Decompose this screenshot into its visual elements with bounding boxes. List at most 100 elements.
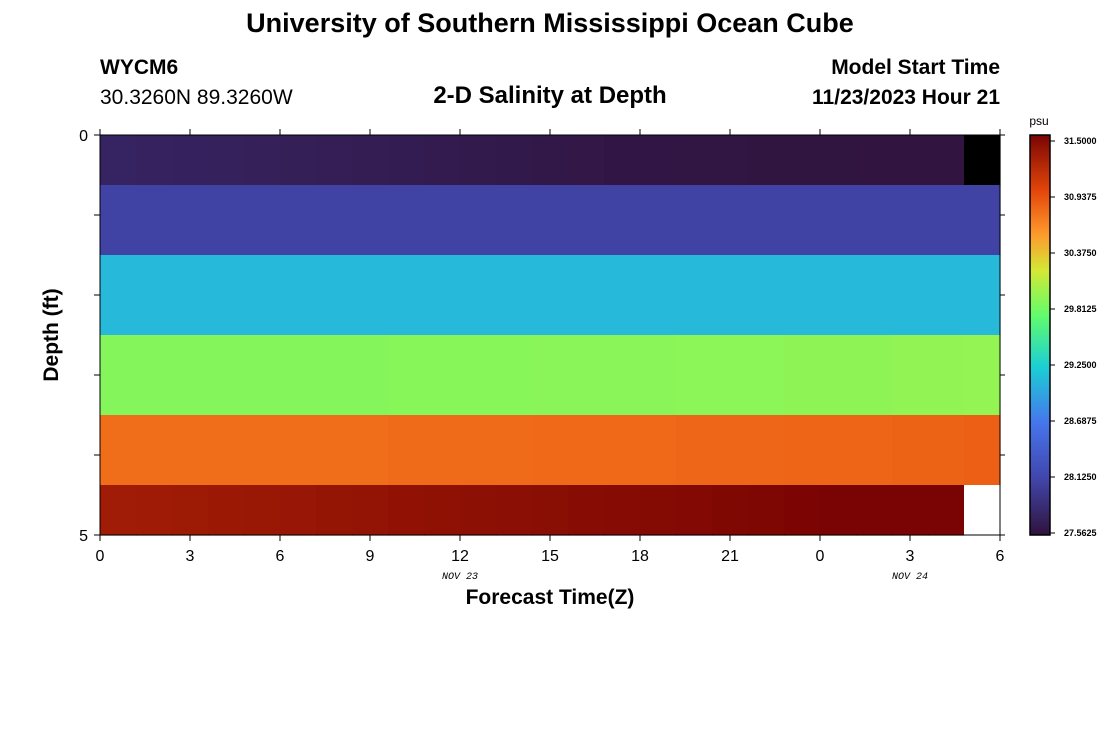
heatmap-cell: [712, 335, 749, 416]
heatmap-cell: [460, 185, 497, 256]
colorbar-unit: psu: [1029, 114, 1048, 128]
heatmap-cell: [784, 135, 821, 186]
page-title: University of Southern Mississippi Ocean…: [246, 8, 854, 38]
heatmap-cell: [676, 135, 713, 186]
heatmap-cell: [316, 485, 353, 536]
x-tick-label: 9: [366, 548, 375, 565]
x-date-label: NOV 23: [442, 572, 478, 583]
model-start-value: 11/23/2023 Hour 21: [812, 86, 1000, 109]
heatmap-cells: [100, 135, 1001, 536]
heatmap-cell: [388, 335, 425, 416]
colorbar-tick-label: 29.8125: [1064, 304, 1097, 314]
heatmap-cell: [784, 485, 821, 536]
heatmap-cell: [208, 135, 245, 186]
x-tick-label: 0: [816, 548, 825, 565]
heatmap-cell: [100, 255, 137, 336]
heatmap-cell: [856, 335, 893, 416]
model-start-label: Model Start Time: [831, 56, 1000, 79]
heatmap-cell: [676, 485, 713, 536]
heatmap-cell: [604, 185, 641, 256]
heatmap-cell: [280, 255, 317, 336]
heatmap-cell: [136, 135, 173, 186]
station-coordinates: 30.3260N 89.3260W: [100, 86, 293, 109]
x-tick-label: 6: [996, 548, 1005, 565]
heatmap-cell: [640, 255, 677, 336]
x-tick-label: 0: [96, 548, 105, 565]
heatmap-cell: [424, 255, 461, 336]
heatmap-cell: [460, 255, 497, 336]
heatmap-cell: [280, 415, 317, 486]
heatmap-cell: [208, 185, 245, 256]
heatmap-cell: [856, 135, 893, 186]
heatmap-cell: [388, 415, 425, 486]
heatmap-cell: [136, 255, 173, 336]
heatmap-cell: [172, 485, 209, 536]
heatmap-cell: [604, 135, 641, 186]
heatmap-cell: [532, 255, 569, 336]
heatmap-cell: [244, 255, 281, 336]
heatmap-cell: [424, 335, 461, 416]
heatmap-cell: [784, 185, 821, 256]
colorbar-tick-label: 28.1250: [1064, 472, 1097, 482]
heatmap-cell: [316, 255, 353, 336]
heatmap-cell: [280, 485, 317, 536]
x-tick-label: 15: [541, 548, 559, 565]
heatmap-cell: [748, 255, 785, 336]
heatmap-cell: [172, 255, 209, 336]
heatmap-cell: [532, 335, 569, 416]
heatmap-cell: [208, 255, 245, 336]
y-axis-label: Depth (ft): [40, 288, 63, 381]
heatmap-cell: [496, 415, 533, 486]
heatmap-cell: [352, 185, 389, 256]
heatmap-cell: [496, 135, 533, 186]
heatmap-cell: [568, 135, 605, 186]
heatmap-cell: [388, 485, 425, 536]
heatmap-cell: [424, 185, 461, 256]
colorbar-tick-label: 27.5625: [1064, 528, 1097, 538]
heatmap-cell: [352, 415, 389, 486]
heatmap-cell: [604, 255, 641, 336]
heatmap-cell: [172, 185, 209, 256]
heatmap-cell: [928, 415, 965, 486]
heatmap-cell: [820, 185, 857, 256]
heatmap-cell: [100, 335, 137, 416]
heatmap-cell: [532, 185, 569, 256]
x-tick-label: 18: [631, 548, 649, 565]
heatmap-cell: [244, 135, 281, 186]
heatmap-cell: [640, 335, 677, 416]
heatmap-cell: [532, 135, 569, 186]
y-tick-label: 0: [79, 128, 88, 145]
colorbar-tick-label: 30.9375: [1064, 192, 1097, 202]
heatmap-cell: [424, 415, 461, 486]
heatmap-cell: [640, 485, 677, 536]
heatmap-cell: [820, 485, 857, 536]
heatmap-cell: [388, 255, 425, 336]
heatmap-cell: [100, 415, 137, 486]
heatmap-cell: [460, 415, 497, 486]
heatmap-cell: [640, 135, 677, 186]
heatmap-cell: [172, 335, 209, 416]
heatmap-cell: [748, 335, 785, 416]
heatmap-cell: [136, 485, 173, 536]
heatmap-cell: [820, 415, 857, 486]
x-axis-label: Forecast Time(Z): [466, 586, 635, 609]
heatmap-cell: [712, 485, 749, 536]
heatmap-cell: [820, 255, 857, 336]
heatmap-cell: [928, 485, 965, 536]
heatmap-cell: [964, 335, 1001, 416]
heatmap-cell: [352, 485, 389, 536]
heatmap-cell: [100, 135, 137, 186]
colorbar-tick-label: 30.3750: [1064, 248, 1097, 258]
heatmap-cell: [856, 485, 893, 536]
heatmap-cell: [748, 415, 785, 486]
heatmap-cell: [172, 135, 209, 186]
heatmap-cell: [964, 135, 1001, 186]
heatmap-cell: [856, 255, 893, 336]
heatmap-cell: [352, 335, 389, 416]
heatmap-cell: [460, 335, 497, 416]
heatmap-cell: [388, 135, 425, 186]
heatmap-cell: [928, 335, 965, 416]
heatmap-cell: [640, 415, 677, 486]
heatmap-cell: [316, 335, 353, 416]
